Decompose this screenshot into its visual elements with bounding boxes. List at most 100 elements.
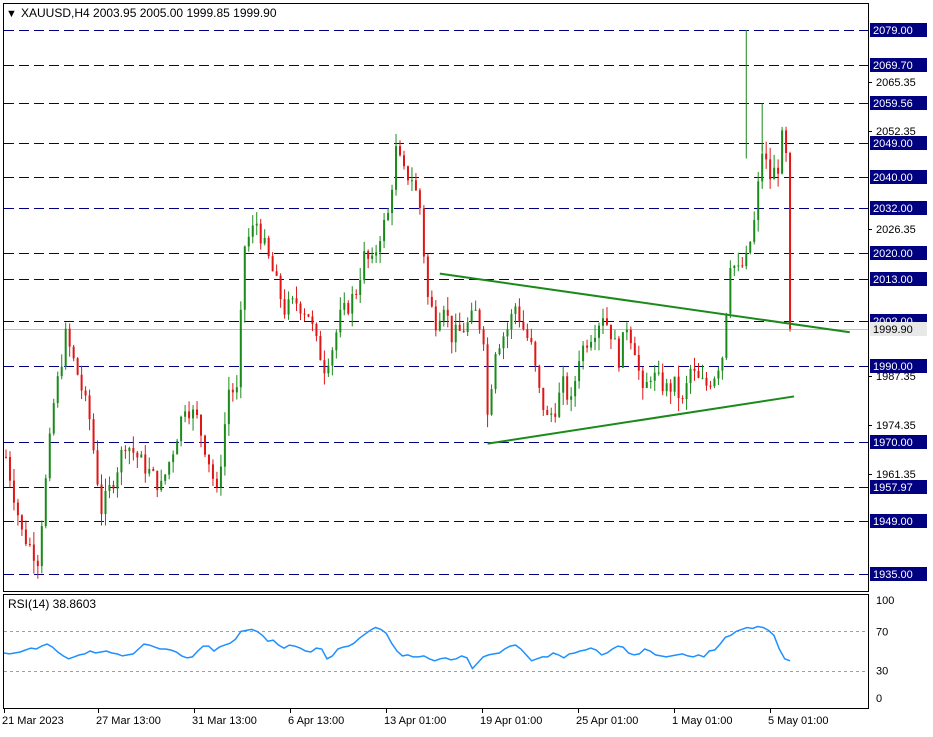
candle-body (227, 389, 230, 425)
price-level-label: 1935.00 (873, 569, 913, 581)
candle-body (92, 419, 95, 451)
candle-body (56, 376, 59, 404)
candle-body (442, 309, 445, 321)
candle-body (574, 381, 577, 397)
candle-body (291, 298, 294, 300)
price-level-label: 2032.00 (873, 203, 913, 215)
price-level-tag (870, 201, 927, 215)
candle-body (598, 325, 601, 338)
candle-body (609, 324, 612, 340)
candle-body (410, 180, 413, 182)
candle-body (243, 246, 246, 310)
candle-body (48, 433, 51, 479)
candle-body (621, 332, 624, 368)
candle-body (458, 324, 461, 331)
candle-body (331, 350, 334, 366)
candle-body (605, 318, 608, 325)
horizontal-levels (4, 30, 868, 575)
trend-line (487, 395, 795, 445)
time-label: 25 Apr 01:00 (576, 715, 638, 727)
main-plot-frame (3, 3, 869, 592)
rsi-tick-label: 70 (876, 626, 888, 638)
candle-body (223, 424, 226, 467)
candle-body (116, 472, 119, 489)
candle-body (387, 213, 390, 220)
candle-body (697, 370, 700, 378)
last-price-label: 1999.90 (873, 324, 913, 336)
candle-body (617, 338, 620, 368)
candle-body (534, 342, 537, 366)
time-label: 5 May 01:00 (768, 715, 829, 727)
candle-body (717, 370, 720, 379)
candle-body (108, 484, 111, 491)
candle-body (681, 398, 684, 400)
price-level-label: 2049.00 (873, 138, 913, 150)
candle-body (590, 341, 593, 348)
candle-body (172, 454, 175, 463)
candle-body (395, 146, 398, 190)
candle-body (176, 441, 179, 455)
candle-body (737, 265, 740, 267)
candle-body (586, 345, 589, 348)
candle-body (494, 354, 497, 390)
candle-body (669, 383, 672, 392)
candle-body (144, 454, 147, 474)
trend-lines[interactable] (439, 272, 850, 445)
candle-body (267, 237, 270, 257)
candle-body (745, 252, 748, 267)
time-label: 21 Mar 2023 (2, 715, 64, 727)
candle-body (196, 409, 199, 416)
price-level-tag (870, 435, 927, 449)
candle-body (20, 515, 23, 530)
time-label: 19 Apr 01:00 (480, 715, 542, 727)
candle-body (637, 355, 640, 371)
candle-body (52, 403, 55, 434)
time-axis: 21 Mar 2023 27 Mar 13:00 31 Mar 13:00 6 Apr… (2, 709, 829, 727)
candle-body (629, 329, 632, 344)
candle-body (239, 309, 242, 388)
candle-body (685, 383, 688, 400)
candle-body (335, 332, 338, 351)
rsi-line (3, 625, 791, 670)
candle-body (371, 255, 374, 259)
candle-body (562, 376, 565, 393)
price-axis: 2079.00 2069.70 2059.56 2049.00 2040.00 2032.… (868, 23, 927, 581)
collapse-triangle-icon[interactable]: ▼ (6, 8, 17, 20)
trend-line (439, 272, 850, 334)
candle-body (434, 306, 437, 331)
last-price-tag (870, 322, 927, 336)
candle-body (32, 544, 35, 561)
candle-body (633, 343, 636, 356)
candle-body (180, 416, 183, 442)
candle-body (446, 309, 449, 316)
candle-body (156, 470, 159, 490)
candle-body (470, 310, 473, 323)
candle-body (546, 409, 549, 415)
candle-body (498, 348, 501, 355)
candle-body (379, 241, 382, 253)
candle-body (418, 190, 421, 209)
rsi-plot-frame (3, 594, 869, 709)
candle-body (247, 236, 250, 247)
price-level-label: 1990.00 (873, 361, 913, 373)
candle-body (450, 315, 453, 343)
rsi-label: RSI(14) 38.8603 (8, 597, 96, 611)
price-level-tag (870, 246, 927, 260)
candles (4, 30, 792, 579)
candle-body (112, 484, 115, 489)
price-level-label: 2040.00 (873, 172, 913, 184)
candle-body (486, 344, 489, 415)
candle-body (554, 413, 557, 417)
candle-body (184, 411, 187, 417)
rsi-indicator: 100 70 30 0 (3, 595, 894, 705)
candle-body (430, 296, 433, 307)
candle-body (128, 447, 131, 452)
candle-body (279, 275, 282, 300)
candle-body (582, 345, 585, 362)
candle-body (375, 252, 378, 256)
time-label: 31 Mar 13:00 (192, 715, 257, 727)
candle-body (701, 377, 704, 379)
price-tick-label: 1961.35 (876, 469, 916, 481)
candle-body (363, 251, 366, 281)
